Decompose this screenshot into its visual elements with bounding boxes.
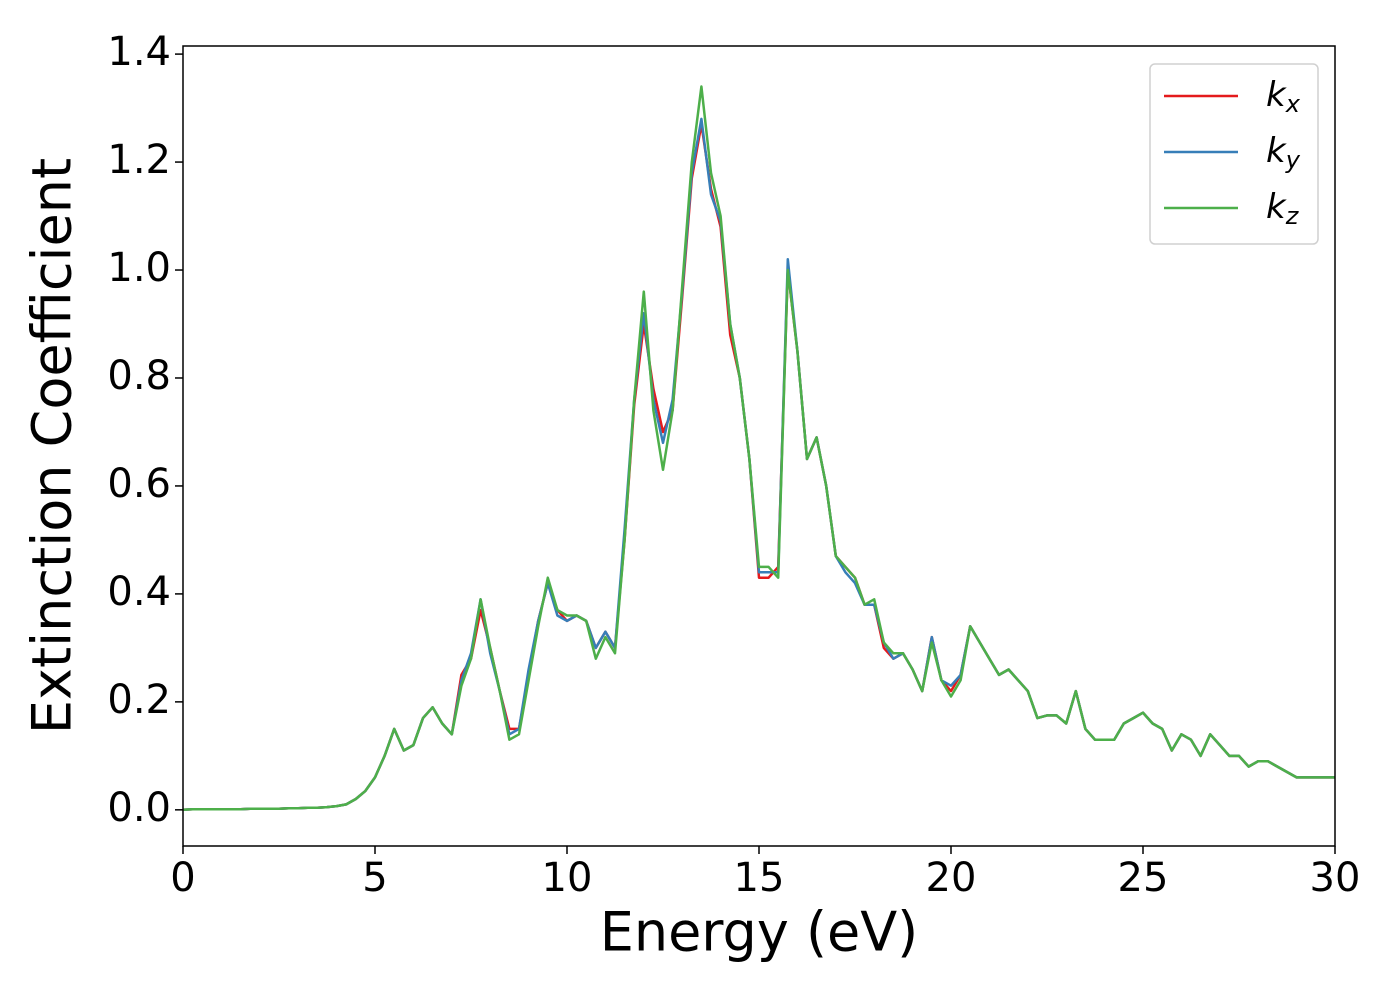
legend-label: ky [1266,131,1301,175]
y-axis-label: Extinction Coefficient [21,158,84,734]
x-tick-label: 15 [734,855,785,901]
x-tick-label: 30 [1310,855,1361,901]
x-tick-label: 0 [170,855,195,901]
series-line [183,85,1335,812]
x-axis-label: Energy (eV) [600,901,919,964]
y-tick-label: 1.2 [107,137,171,183]
y-tick-label: 0.6 [107,461,171,507]
x-tick-label: 5 [362,855,387,901]
plot-area [183,85,1335,812]
y-tick-label: 0.8 [107,353,171,399]
axes-frame [182,45,1336,847]
x-tick-label: 25 [1118,855,1169,901]
y-tick-label: 1.4 [107,29,171,75]
x-tick-label: 20 [926,855,977,901]
legend-label: kx [1266,75,1301,119]
y-tick-label: 0.4 [107,569,171,615]
y-tick-label: 0.0 [107,785,171,831]
y-tick-label: 0.2 [107,677,171,723]
legend-box [1149,63,1319,245]
legend-label: kz [1266,187,1300,231]
y-tick-label: 1.0 [107,245,171,291]
x-tick-label: 10 [542,855,593,901]
